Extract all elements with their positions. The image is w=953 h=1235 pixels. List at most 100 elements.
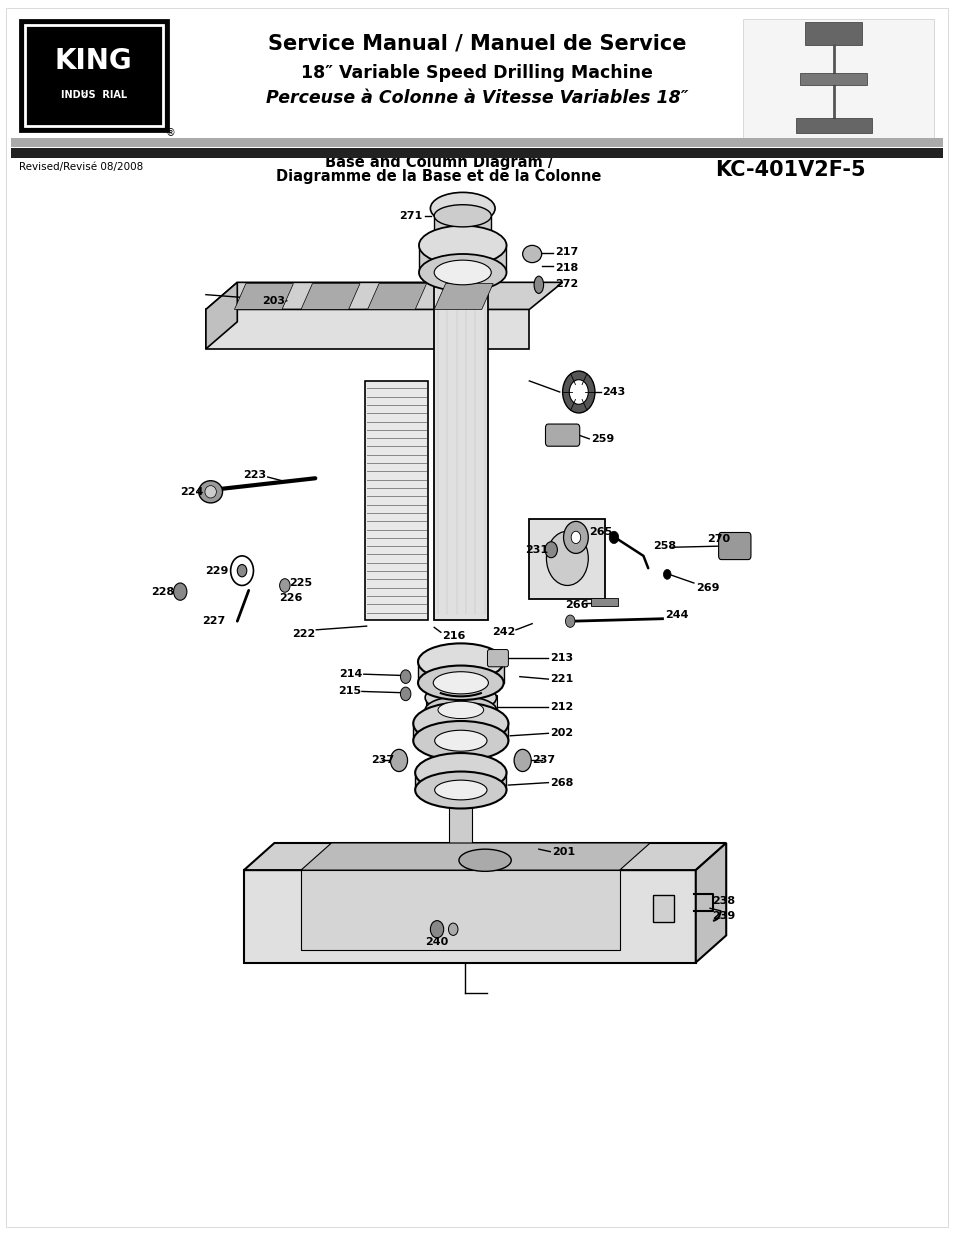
Ellipse shape xyxy=(522,246,541,263)
Ellipse shape xyxy=(434,226,491,246)
Text: ®: ® xyxy=(166,128,175,138)
Text: 227: 227 xyxy=(201,616,225,626)
Ellipse shape xyxy=(435,781,486,800)
Ellipse shape xyxy=(434,205,491,227)
FancyBboxPatch shape xyxy=(529,519,605,599)
Bar xyxy=(413,721,508,741)
Ellipse shape xyxy=(413,721,508,761)
Bar xyxy=(10,138,943,147)
FancyBboxPatch shape xyxy=(25,25,163,126)
Ellipse shape xyxy=(390,750,407,772)
Polygon shape xyxy=(206,310,529,348)
Bar xyxy=(742,19,933,140)
Text: 266: 266 xyxy=(564,600,588,610)
Ellipse shape xyxy=(563,521,588,553)
Polygon shape xyxy=(301,284,359,310)
Text: 212: 212 xyxy=(550,703,573,713)
Text: Service Manual / Manuel de Service: Service Manual / Manuel de Service xyxy=(268,33,685,53)
Text: 228: 228 xyxy=(152,587,174,597)
Ellipse shape xyxy=(430,920,443,937)
Ellipse shape xyxy=(279,579,290,593)
Ellipse shape xyxy=(569,379,588,404)
FancyBboxPatch shape xyxy=(20,20,168,131)
Polygon shape xyxy=(206,283,237,348)
Ellipse shape xyxy=(237,564,247,577)
Ellipse shape xyxy=(425,683,496,713)
Ellipse shape xyxy=(514,750,531,772)
Text: 258: 258 xyxy=(652,541,676,551)
Ellipse shape xyxy=(435,730,486,751)
Text: 229: 229 xyxy=(205,566,229,576)
Ellipse shape xyxy=(544,542,557,558)
Ellipse shape xyxy=(565,615,575,627)
Bar xyxy=(425,695,497,710)
Text: 242: 242 xyxy=(491,627,515,637)
Bar xyxy=(418,243,506,273)
Bar xyxy=(434,248,488,620)
Text: 265: 265 xyxy=(589,527,612,537)
Ellipse shape xyxy=(434,261,491,285)
Text: 215: 215 xyxy=(337,687,360,697)
Text: Perceuse à Colonne à Vitesse Variables 18″: Perceuse à Colonne à Vitesse Variables 1… xyxy=(266,89,687,106)
FancyBboxPatch shape xyxy=(545,424,579,446)
Text: 239: 239 xyxy=(711,910,735,921)
Text: 225: 225 xyxy=(290,578,313,588)
Text: 201: 201 xyxy=(552,847,575,857)
Polygon shape xyxy=(434,284,493,310)
Polygon shape xyxy=(234,284,294,310)
Text: Base and Column Diagram /: Base and Column Diagram / xyxy=(324,156,553,170)
Polygon shape xyxy=(367,284,426,310)
Text: 268: 268 xyxy=(550,778,573,788)
Ellipse shape xyxy=(417,666,503,700)
Text: 221: 221 xyxy=(550,674,573,684)
Text: 243: 243 xyxy=(602,387,625,396)
Text: ⚙: ⚙ xyxy=(80,90,88,100)
Ellipse shape xyxy=(609,531,618,543)
Ellipse shape xyxy=(425,697,496,724)
Ellipse shape xyxy=(413,703,508,745)
Circle shape xyxy=(546,531,588,585)
Ellipse shape xyxy=(437,701,483,719)
Text: 271: 271 xyxy=(399,211,422,221)
Ellipse shape xyxy=(418,254,506,291)
Bar xyxy=(417,658,503,683)
Text: 214: 214 xyxy=(339,669,362,679)
Ellipse shape xyxy=(417,643,503,680)
Text: 237: 237 xyxy=(532,756,555,766)
Text: KING: KING xyxy=(54,47,132,74)
Ellipse shape xyxy=(415,772,506,809)
Bar xyxy=(301,871,619,950)
Bar xyxy=(591,598,618,606)
Text: INDUS  RIAL: INDUS RIAL xyxy=(61,90,127,100)
Polygon shape xyxy=(695,844,725,962)
Bar xyxy=(415,771,506,790)
Ellipse shape xyxy=(400,669,411,683)
Ellipse shape xyxy=(198,480,222,503)
Ellipse shape xyxy=(458,850,511,872)
Text: Diagramme de la Base et de la Colonne: Diagramme de la Base et de la Colonne xyxy=(276,169,601,184)
Ellipse shape xyxy=(415,753,506,793)
Text: 237: 237 xyxy=(371,756,394,766)
Text: 259: 259 xyxy=(591,433,614,443)
Ellipse shape xyxy=(400,687,411,700)
Ellipse shape xyxy=(231,556,253,585)
Text: 217: 217 xyxy=(555,247,578,257)
Ellipse shape xyxy=(205,485,216,498)
Bar xyxy=(434,214,491,236)
Text: 269: 269 xyxy=(695,583,719,593)
Polygon shape xyxy=(244,844,725,871)
Ellipse shape xyxy=(418,226,506,266)
Text: 226: 226 xyxy=(279,593,302,603)
Text: 202: 202 xyxy=(550,729,573,739)
Ellipse shape xyxy=(433,672,488,694)
Bar xyxy=(652,894,673,921)
Text: KC-401V2F-5: KC-401V2F-5 xyxy=(715,161,865,180)
Text: 272: 272 xyxy=(555,279,578,289)
Ellipse shape xyxy=(662,569,670,579)
Polygon shape xyxy=(206,283,562,310)
Text: 203: 203 xyxy=(261,296,285,306)
Ellipse shape xyxy=(430,193,495,225)
Polygon shape xyxy=(244,871,695,962)
Text: 223: 223 xyxy=(242,469,266,479)
Polygon shape xyxy=(301,844,649,871)
